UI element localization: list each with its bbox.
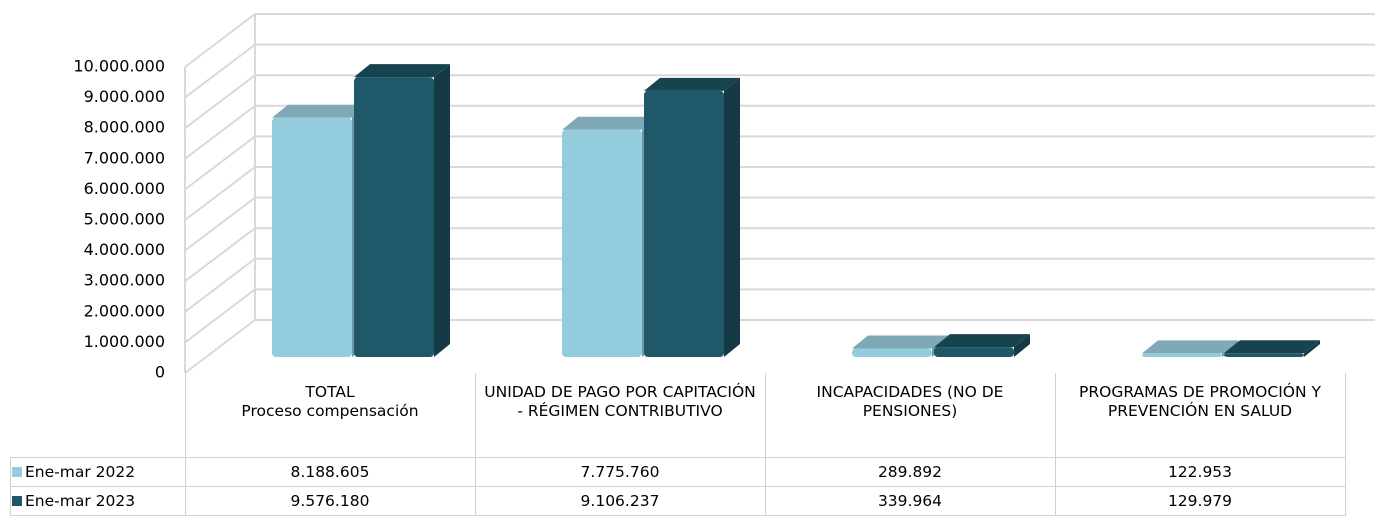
- table-value: 9.106.237: [580, 491, 660, 510]
- y-tick-label: 0: [155, 363, 165, 382]
- y-tick-label: 3.000.000: [84, 271, 165, 290]
- bar: [354, 64, 450, 358]
- y-tick-label: 8.000.000: [84, 118, 165, 137]
- bar-front: [1224, 353, 1304, 357]
- table-value: 289.892: [877, 462, 943, 481]
- table-value: 129.979: [1167, 491, 1233, 510]
- table-border: [475, 373, 476, 516]
- legend-label: Ene-mar 2022: [25, 462, 136, 481]
- table-border: [10, 457, 1345, 458]
- y-tick-label: 6.000.000: [84, 179, 165, 198]
- bar-top: [1224, 340, 1320, 354]
- table-value: 122.953: [1167, 462, 1233, 481]
- bar-front: [934, 347, 1014, 357]
- bar-front: [644, 90, 724, 358]
- bar-front: [562, 129, 642, 357]
- y-tick-label: 5.000.000: [84, 210, 165, 229]
- bar-side: [434, 64, 450, 358]
- y-tick-label: 10.000.000: [73, 57, 165, 76]
- y-tick-label: 2.000.000: [84, 301, 165, 320]
- bar: [852, 335, 948, 357]
- bar: [1142, 340, 1238, 357]
- table-border: [10, 486, 1345, 487]
- bar-side: [724, 77, 740, 358]
- legend-entry: Ene-mar 2023: [12, 486, 185, 516]
- bar-front: [272, 117, 352, 357]
- bar-top: [562, 116, 658, 130]
- bar-top: [644, 77, 740, 91]
- y-tick-label: 4.000.000: [84, 240, 165, 259]
- category-label: INCAPACIDADES (NO DE PENSIONES): [816, 383, 1004, 420]
- legend-swatch: [12, 496, 22, 506]
- table-value: 9.576.180: [290, 491, 370, 510]
- category-label: UNIDAD DE PAGO POR CAPITACIÓN - RÉGIMEN …: [484, 383, 756, 420]
- bar: [272, 104, 368, 357]
- y-tick-label: 7.000.000: [84, 148, 165, 167]
- bar-top: [1142, 340, 1238, 354]
- table-value: 8.188.605: [290, 462, 370, 481]
- bar-top: [354, 64, 450, 78]
- table-value: 7.775.760: [580, 462, 660, 481]
- table-border: [1345, 373, 1346, 516]
- legend-entry: Ene-mar 2022: [12, 457, 185, 487]
- bar-side: [1304, 340, 1320, 357]
- bar: [1224, 340, 1320, 357]
- bar-front: [354, 77, 434, 358]
- bar-top: [272, 104, 368, 118]
- category-label: TOTAL Proceso compensación: [241, 383, 419, 420]
- bar: [644, 77, 740, 358]
- bar-top: [934, 334, 1030, 348]
- bar-side: [1014, 334, 1030, 357]
- y-tick-label: 9.000.000: [84, 87, 165, 106]
- table-border: [1055, 373, 1056, 516]
- bar: [934, 334, 1030, 357]
- bar-front: [852, 348, 932, 357]
- y-tick-label: 1.000.000: [84, 332, 165, 351]
- legend-label: Ene-mar 2023: [25, 491, 136, 510]
- table-border: [765, 373, 766, 516]
- bar-front: [1142, 353, 1222, 357]
- table-value: 339.964: [877, 491, 943, 510]
- category-label: PROGRAMAS DE PROMOCIÓN Y PREVENCIÓN EN S…: [1079, 383, 1321, 420]
- bar: [562, 116, 658, 357]
- grid-line: [184, 13, 1375, 68]
- bar-top: [852, 335, 948, 349]
- legend-swatch: [12, 467, 22, 477]
- table-border: [185, 373, 186, 516]
